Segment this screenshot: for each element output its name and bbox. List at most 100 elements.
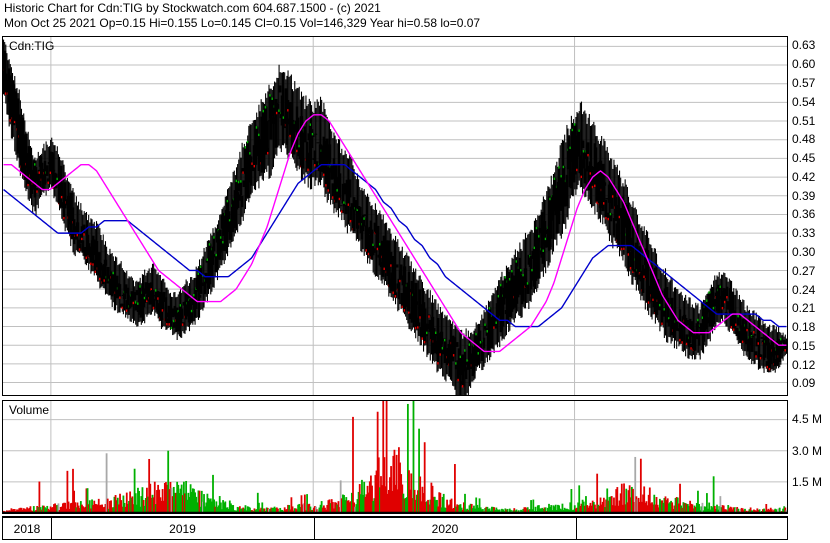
candle-body <box>759 354 763 359</box>
volume-bar-up <box>37 506 40 513</box>
candle-up-marker <box>219 236 223 239</box>
volume-bar-up <box>112 507 115 513</box>
volume-bar-unchanged <box>634 456 637 513</box>
candle-down-marker <box>723 300 727 304</box>
candle-body <box>281 117 286 123</box>
volume-bar-up <box>498 509 501 513</box>
volume-bar-up <box>190 491 193 513</box>
candle-up-marker <box>475 332 478 336</box>
volume-bar-down <box>419 476 422 513</box>
candle-down-marker <box>437 362 440 365</box>
volume-bar-up <box>141 487 144 513</box>
candle-down-marker <box>181 323 185 326</box>
candle-down-marker <box>27 183 30 187</box>
volume-bar-up <box>288 505 291 513</box>
candle-body <box>710 287 715 327</box>
volume-bar-up <box>608 497 611 513</box>
volume-bar-down <box>214 506 217 513</box>
candle-body <box>395 264 399 268</box>
volume-bar-up <box>191 488 194 513</box>
candle-body <box>355 209 360 229</box>
volume-bar-down <box>392 455 395 513</box>
volume-bar-down <box>68 508 71 513</box>
candle-body <box>486 333 491 353</box>
candle-body <box>467 344 472 361</box>
volume-bar-down <box>18 508 21 513</box>
candle-down-marker <box>726 296 729 299</box>
volume-bar-up <box>585 496 587 513</box>
volume-bar-down <box>390 466 392 513</box>
candle-body <box>139 294 143 318</box>
date-axis: 2018 2019 2020 2021 <box>2 516 788 540</box>
volume-bar-down <box>348 502 351 513</box>
volume-bar-up <box>318 507 321 513</box>
candle-up-marker <box>193 293 196 297</box>
volume-panel[interactable]: Volume <box>2 400 788 514</box>
volume-bar-unchanged <box>777 508 780 513</box>
volume-bar-up <box>561 503 564 513</box>
volume-bar-up <box>209 498 212 513</box>
volume-bar-down <box>62 503 64 513</box>
candle-down-marker <box>623 247 626 250</box>
volume-bar-up <box>571 510 574 513</box>
candle-down-marker <box>83 233 86 236</box>
volume-bar-down <box>657 507 660 513</box>
candle-body <box>493 317 497 325</box>
candle-body <box>516 279 520 298</box>
candle-body <box>212 237 216 252</box>
candle-down-marker <box>365 249 368 252</box>
volume-bar-up <box>45 508 48 513</box>
volume-bar-down <box>270 507 273 513</box>
price-panel[interactable]: Cdn:TIG <box>2 36 788 396</box>
candle-up-marker <box>179 304 183 307</box>
candle-body <box>241 168 245 173</box>
candle-down-marker <box>168 323 171 326</box>
volume-bar-up <box>484 507 487 513</box>
volume-bar-down <box>334 502 336 513</box>
candle-down-marker <box>287 109 290 112</box>
candle-down-marker <box>755 355 758 358</box>
candle-up-marker <box>443 338 447 342</box>
volume-bar-up <box>688 506 690 513</box>
volume-bar-up <box>123 502 126 513</box>
candle-body <box>779 339 783 354</box>
volume-bar-down <box>762 509 764 513</box>
candle-down-marker <box>408 311 411 314</box>
volume-plot[interactable] <box>3 401 787 513</box>
volume-bar-down <box>78 508 81 513</box>
candle-down-marker <box>60 195 64 199</box>
candle-body <box>196 273 201 292</box>
candle-body <box>148 283 152 305</box>
volume-bar-up <box>669 502 671 513</box>
price-plot[interactable] <box>3 37 787 395</box>
volume-bar-down <box>103 506 106 513</box>
candle-body <box>144 282 148 294</box>
candle-body <box>756 328 761 344</box>
volume-bar-down <box>253 508 256 513</box>
volume-bar-up <box>139 506 142 513</box>
candle-down-marker <box>132 301 135 305</box>
volume-bar-up <box>130 497 133 513</box>
candle-body <box>765 361 769 368</box>
volume-bar-down <box>303 494 306 513</box>
volume-bar-up <box>215 501 218 513</box>
volume-bar-down <box>614 505 616 513</box>
volume-bar-up <box>250 510 252 513</box>
volume-bar-down <box>330 499 333 513</box>
candle-body <box>261 111 265 172</box>
candle-body <box>579 159 584 177</box>
volume-bar-down <box>60 506 63 513</box>
volume-axis-tick: 4.5 M <box>792 412 823 426</box>
volume-bar-up <box>663 498 666 513</box>
volume-bar-down <box>689 500 692 513</box>
candle-body <box>339 205 343 207</box>
candle-body <box>612 218 616 236</box>
candle-down-marker <box>9 119 12 122</box>
volume-bar-up <box>750 510 753 513</box>
volume-bar-up <box>529 509 531 513</box>
volume-bar-down <box>401 484 404 513</box>
volume-bar-up <box>88 500 91 513</box>
candle-body <box>251 165 255 172</box>
volume-bar-up <box>704 506 707 513</box>
volume-bar-down <box>673 505 676 513</box>
